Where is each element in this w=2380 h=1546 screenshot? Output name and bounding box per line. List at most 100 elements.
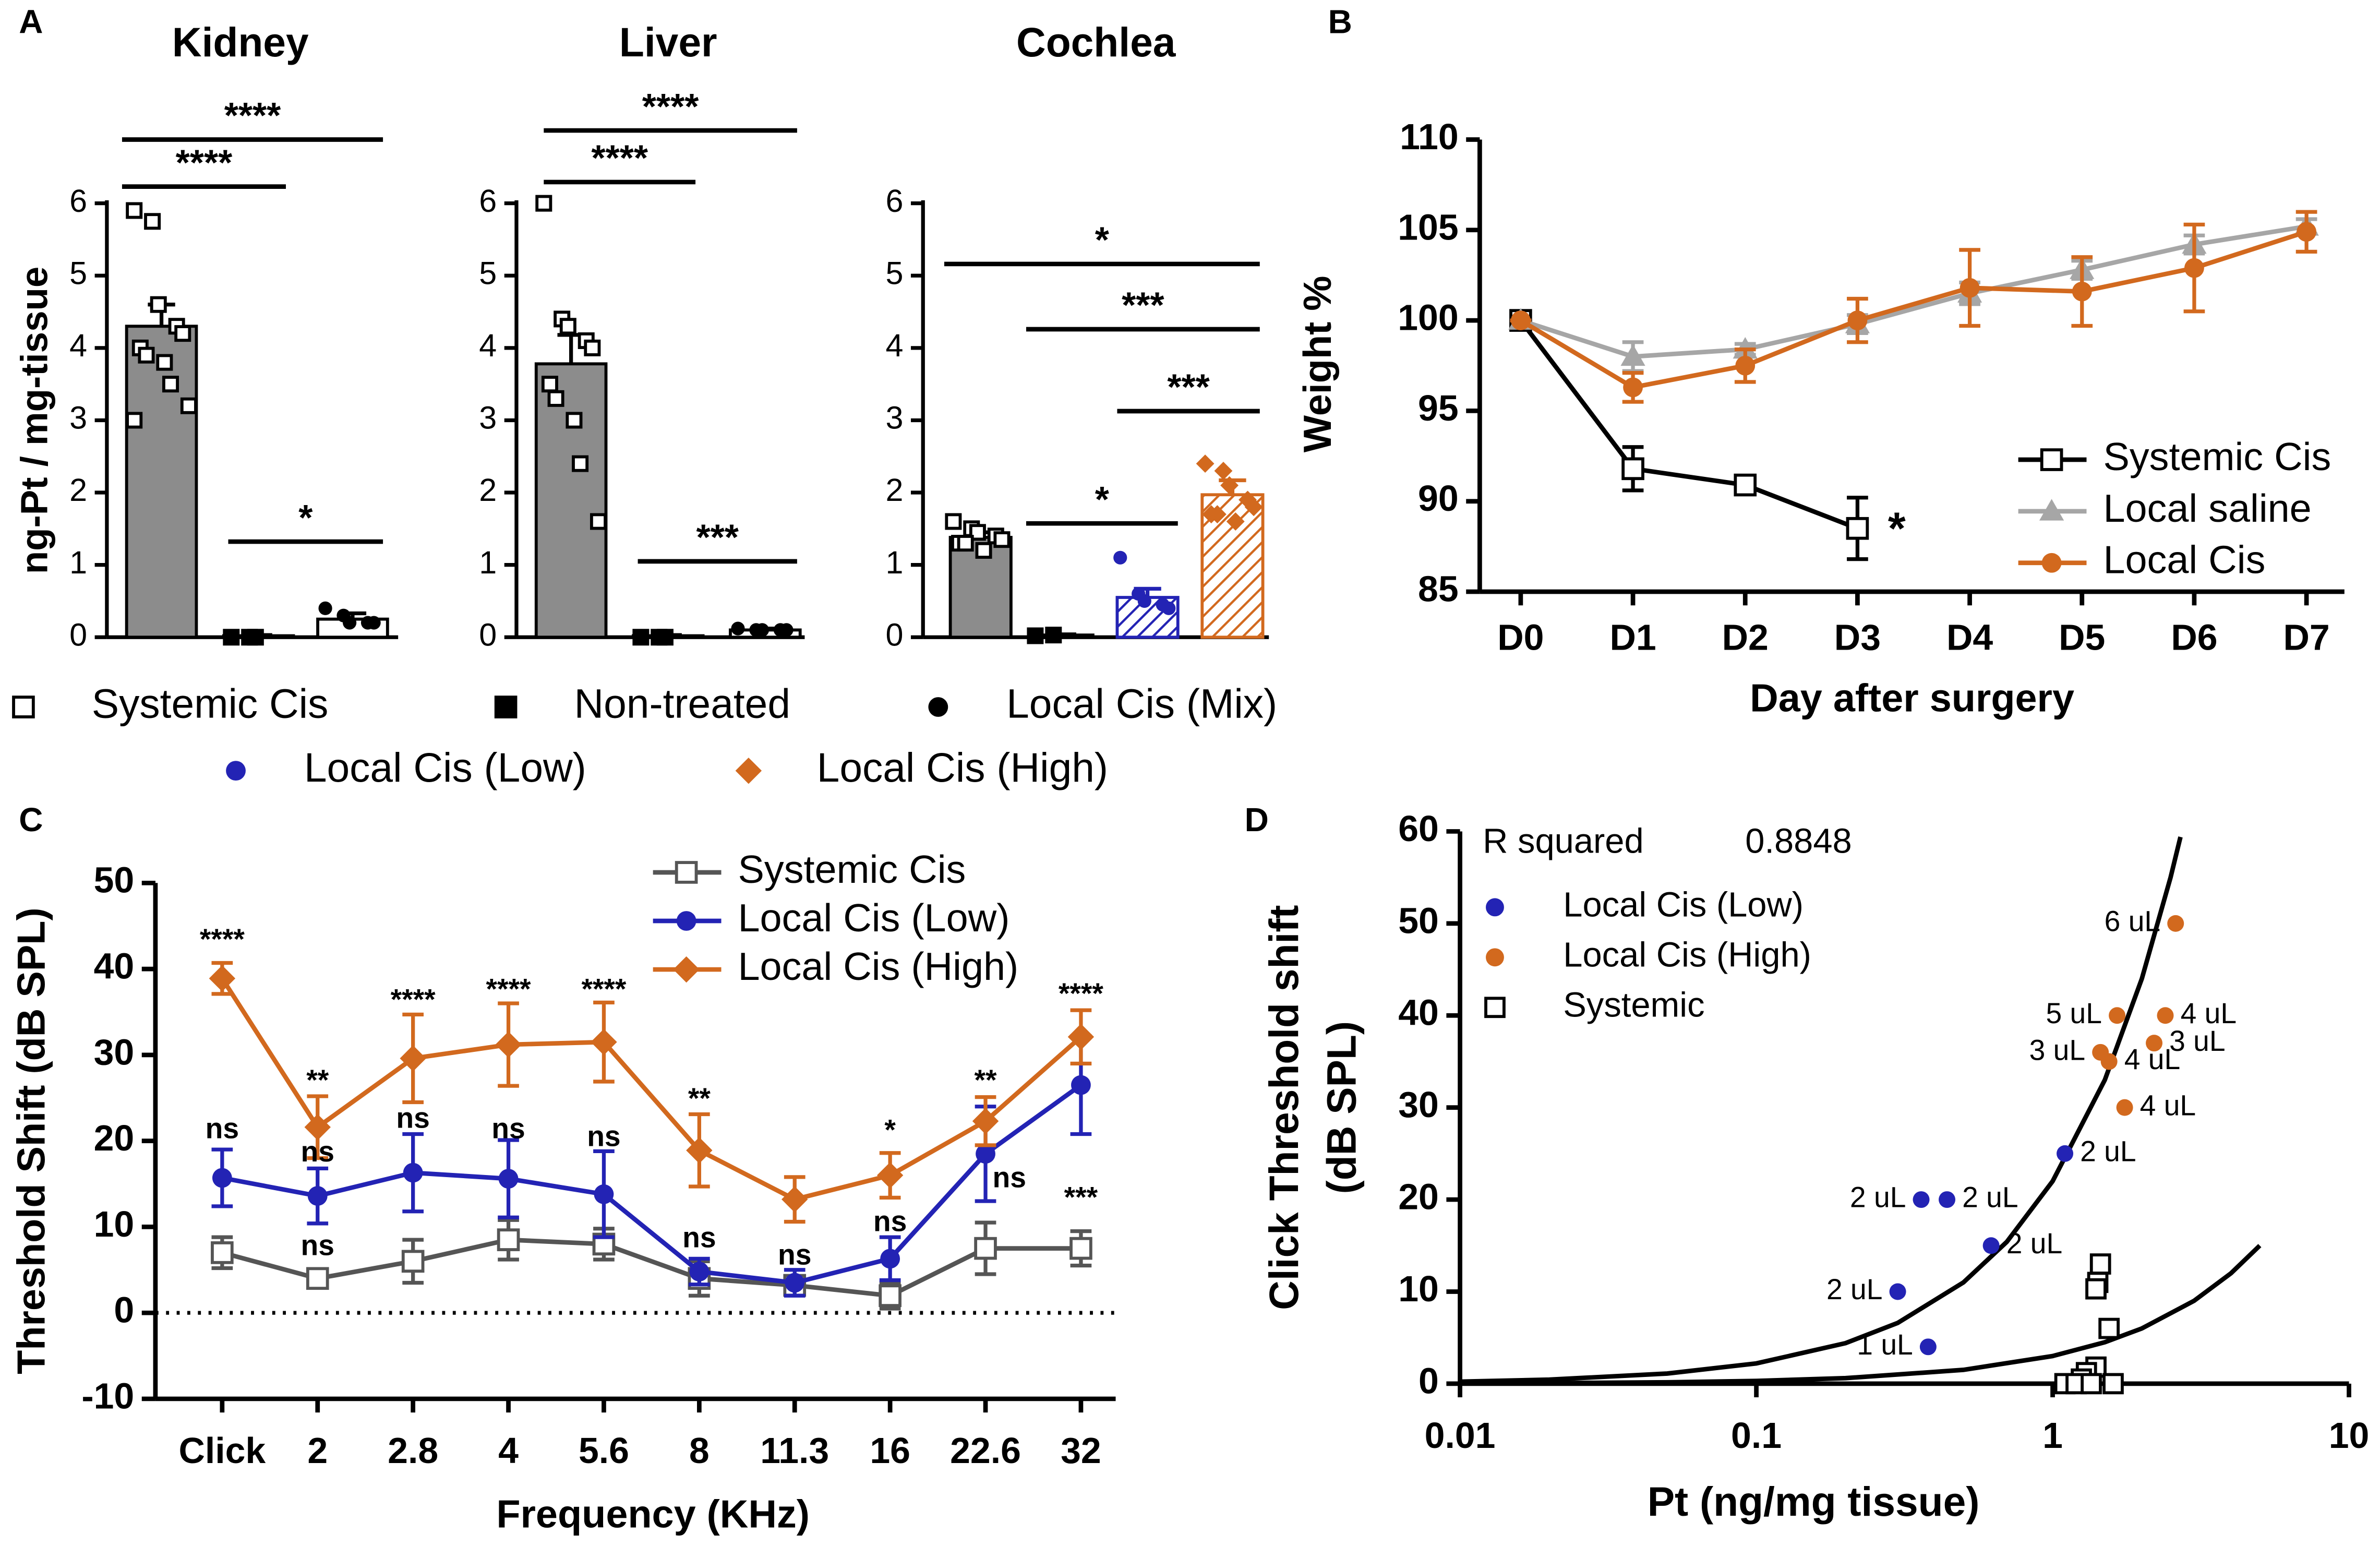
data-point <box>1067 1024 1095 1050</box>
data-point <box>498 1169 519 1189</box>
series-line <box>221 1237 1081 1298</box>
y-tick-label: 6 <box>69 183 87 219</box>
annotation: ns <box>873 1205 907 1237</box>
data-point <box>876 1162 904 1189</box>
data-point <box>879 1284 901 1308</box>
point-label: 5 uL <box>2046 997 2102 1029</box>
data-point <box>1734 473 1757 497</box>
data-point <box>1847 310 1868 331</box>
y-axis-label: Threshold Shift (dB SPL) <box>9 907 53 1374</box>
data-point <box>126 202 143 219</box>
point-label: 3 uL <box>2029 1034 2086 1066</box>
x-tick-label: D5 <box>2059 617 2105 658</box>
y-tick-label: 0 <box>69 617 87 652</box>
y-tick-label: 40 <box>94 946 135 987</box>
y-tick-label: 1 <box>885 545 903 580</box>
y-tick-label: 20 <box>94 1118 135 1158</box>
y-tick-label: 10 <box>94 1204 135 1244</box>
data-point <box>1226 512 1245 531</box>
data-point <box>2116 1099 2133 1116</box>
significance-label: *** <box>1122 285 1164 326</box>
data-point <box>2100 1053 2118 1070</box>
y-tick-label: 4 <box>885 328 903 363</box>
data-point <box>1137 594 1151 608</box>
data-point <box>1045 627 1062 644</box>
x-tick-label: 16 <box>870 1430 910 1471</box>
y-tick-label: 2 <box>885 472 903 508</box>
data-point <box>144 213 161 230</box>
x-tick-label: 8 <box>689 1430 710 1471</box>
data-point <box>2184 258 2204 278</box>
data-point <box>162 376 179 393</box>
legend-marker <box>735 757 762 784</box>
data-point <box>401 1250 425 1273</box>
x-tick-label: D2 <box>1722 617 1769 658</box>
data-point <box>1113 550 1127 565</box>
significance-label: * <box>298 497 313 538</box>
annotation: ** <box>975 1064 997 1096</box>
significance-label: **** <box>642 86 699 127</box>
x-tick-label: 2.8 <box>388 1430 438 1471</box>
annotation: R squared <box>1483 821 1643 860</box>
series-line <box>1519 319 1858 531</box>
y-tick-label: 20 <box>1398 1177 1439 1217</box>
data-point <box>1620 344 1645 366</box>
data-point <box>212 1168 232 1188</box>
point-label: 2 uL <box>1850 1181 1906 1214</box>
x-tick-label: D7 <box>2283 617 2330 658</box>
y-tick-label: 3 <box>885 400 903 436</box>
data-point <box>993 531 1011 548</box>
data-point <box>2098 1317 2120 1339</box>
data-point <box>1220 476 1239 495</box>
x-tick-label: D0 <box>1497 617 1544 658</box>
y-tick-label: 5 <box>479 255 497 291</box>
data-point <box>2089 1253 2111 1275</box>
y-axis-label: Click Threshold shift <box>1261 905 1307 1310</box>
y-axis-label: (dB SPL) <box>1318 1021 1364 1194</box>
legend-label: Systemic <box>1563 985 1704 1024</box>
data-point <box>2167 915 2184 932</box>
y-tick-label: 85 <box>1418 568 1459 609</box>
data-point <box>2057 1145 2074 1162</box>
annotation: ns <box>682 1221 716 1254</box>
x-tick-label: Click <box>178 1430 266 1471</box>
data-point <box>1162 601 1176 615</box>
annotation: ns <box>778 1239 811 1271</box>
data-point <box>1071 1075 1091 1095</box>
point-label: 1 uL <box>1857 1328 1913 1361</box>
data-point <box>138 346 155 364</box>
legend-marker <box>1486 948 1504 967</box>
y-tick-label: 2 <box>479 472 497 508</box>
y-tick-label: 100 <box>1398 297 1458 338</box>
legend-marker <box>676 911 696 931</box>
point-label: 4 uL <box>2181 997 2237 1029</box>
legend-label: Local Cis (Low) <box>1563 885 1804 925</box>
point-label: 6 uL <box>2105 905 2161 937</box>
annotation: ns <box>396 1102 429 1134</box>
legend-label: Local Cis (High) <box>817 745 1108 790</box>
data-point <box>559 318 576 335</box>
data-point <box>975 542 992 559</box>
data-point <box>779 623 794 637</box>
data-point <box>731 621 745 636</box>
legend-marker <box>1484 997 1506 1018</box>
legend-label: Local saline <box>2103 487 2311 531</box>
significance-label: **** <box>591 138 648 178</box>
data-point <box>566 412 583 429</box>
legend-label: Systemic Cis <box>738 848 966 892</box>
data-point <box>1069 1237 1092 1260</box>
series-line <box>1520 224 2307 359</box>
legend-label: Local Cis (High) <box>738 945 1018 989</box>
y-tick-label: 50 <box>94 860 135 901</box>
fit-curve <box>1460 1244 2262 1386</box>
data-point <box>209 965 236 992</box>
series-line <box>1519 230 2307 390</box>
data-point <box>945 513 962 530</box>
data-point <box>594 1184 614 1204</box>
y-tick-label: 30 <box>1398 1084 1439 1125</box>
data-point <box>1623 377 1643 398</box>
data-point <box>2085 1278 2107 1300</box>
legend-marker <box>2041 553 2062 573</box>
data-point <box>306 1267 329 1290</box>
series-line <box>220 977 1083 1202</box>
